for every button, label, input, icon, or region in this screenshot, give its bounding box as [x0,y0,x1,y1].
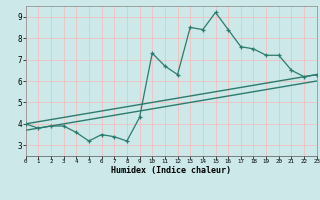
X-axis label: Humidex (Indice chaleur): Humidex (Indice chaleur) [111,166,231,175]
